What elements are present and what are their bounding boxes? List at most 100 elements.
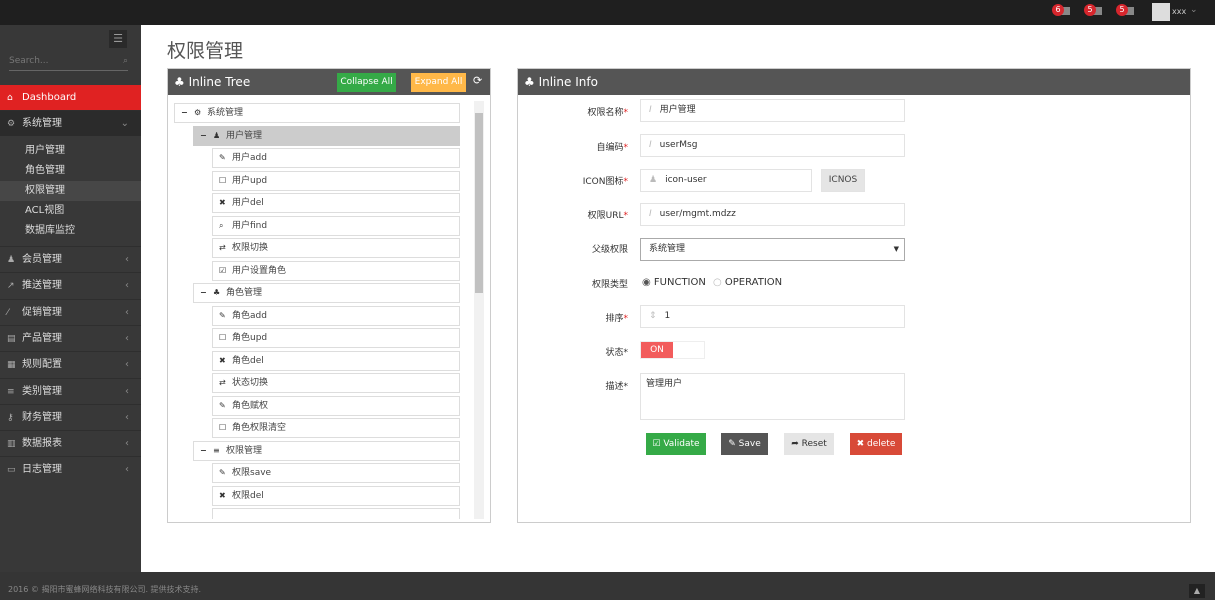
tree-node[interactable] <box>212 508 460 519</box>
sidebar-item[interactable]: ↗ 推送管理 ‹ <box>0 272 141 298</box>
magic-icon: ⁄ <box>7 307 9 318</box>
collapse-icon[interactable]: − <box>200 288 207 297</box>
key-icon: ⚷ <box>7 412 14 423</box>
tree-node[interactable]: ✎ 用户add <box>212 148 460 168</box>
sidebar-item[interactable]: ▤ 产品管理 ‹ <box>0 324 141 351</box>
tree-node[interactable]: ⇄ 状态切换 <box>212 373 460 393</box>
chevron-left-icon: ‹ <box>125 332 129 344</box>
sidebar-subitem[interactable]: 数据库监控 <box>25 225 75 236</box>
sidebar-item-dashboard[interactable]: ⌂ Dashboard <box>0 85 141 111</box>
collapse-icon[interactable]: − <box>200 445 207 455</box>
tree-node[interactable]: ☐ 用户upd <box>212 170 460 191</box>
bell-icon[interactable] <box>1060 7 1070 15</box>
menu-toggle-icon[interactable]: ☰ <box>109 30 127 48</box>
tree-node[interactable]: − ⚙ 系统管理 <box>174 103 460 123</box>
avatar[interactable] <box>1152 3 1170 21</box>
parent-select[interactable]: 系统管理 ▼ <box>640 238 905 261</box>
tree-node[interactable]: ✎ 权限save <box>212 463 460 483</box>
reset-button[interactable]: ➦ Reset <box>784 433 834 455</box>
tasks-badge[interactable]: 5 <box>1116 4 1128 16</box>
icon-input[interactable]: ♟ icon-user <box>640 169 812 192</box>
chevron-down-icon[interactable]: ⌄ <box>1190 5 1198 15</box>
tree-node[interactable]: ✎ 角色赋权 <box>212 395 460 416</box>
search-icon: ⌕ <box>219 220 224 230</box>
text-cursor-icon: I <box>649 209 652 219</box>
status-toggle[interactable]: ON <box>640 341 705 359</box>
tree-node[interactable]: ☐ 角色权限清空 <box>212 418 460 438</box>
save-button[interactable]: ✎ Save <box>721 433 768 455</box>
search-input[interactable]: Search... ⌕ <box>9 52 128 71</box>
tree-node[interactable]: − ≡ 权限管理 <box>193 440 460 461</box>
tasks-icon[interactable] <box>1124 7 1134 15</box>
validate-button[interactable]: ☑ Validate <box>646 433 706 455</box>
chart-icon: ▥ <box>7 439 16 450</box>
collapse-icon[interactable]: − <box>181 108 188 117</box>
chevron-left-icon: ‹ <box>125 464 129 476</box>
inbox-badge[interactable]: 5 <box>1084 4 1096 16</box>
order-stepper[interactable]: ⇕ 1 <box>640 305 905 328</box>
envelope-icon[interactable] <box>1092 7 1102 15</box>
pencil-icon: ✎ <box>219 153 226 162</box>
name-input[interactable]: I 用户管理 <box>640 99 905 122</box>
refresh-icon[interactable]: ⟳ <box>473 74 483 87</box>
checkbox-empty-icon: ☐ <box>219 423 227 432</box>
tree-node[interactable]: ⌕ 用户find <box>212 215 460 236</box>
remove-icon: ✖ <box>219 490 226 500</box>
tree-node[interactable]: ✖ 角色del <box>212 350 460 371</box>
top-bar: 6 5 5 xxx ⌄ <box>0 0 1215 25</box>
code-label: 自编码* <box>596 143 628 153</box>
sidebar-item-system[interactable]: ⚙ 系统管理 ⌄ <box>0 110 141 136</box>
remove-icon: ✖ <box>219 355 226 365</box>
sidebar-item[interactable]: ⁄ 促销管理 ‹ <box>0 298 141 325</box>
sidebar-subitem[interactable]: ACL视图 <box>25 205 65 216</box>
text-cursor-icon: I <box>649 140 652 150</box>
sidebar-item[interactable]: ▭ 日志管理 ‹ <box>0 456 141 482</box>
reorder-icon: ≡ <box>7 386 15 397</box>
edit-icon: ☐ <box>219 333 227 342</box>
scroll-top-icon[interactable]: ▲ <box>1189 584 1205 598</box>
share-icon: ➦ <box>791 439 802 449</box>
sitemap-icon: ♣ <box>213 288 221 297</box>
list-alt-icon: ▦ <box>7 360 16 371</box>
expand-all-button[interactable]: Expand All <box>411 73 466 92</box>
tree-node[interactable]: ✎ 角色add <box>212 305 460 326</box>
tree-node[interactable]: − ♟ 用户管理 <box>193 125 460 146</box>
collapse-icon[interactable]: − <box>200 130 207 140</box>
tree-node[interactable]: ✖ 用户del <box>212 193 460 213</box>
user-name[interactable]: xxx <box>1172 7 1187 16</box>
tree-node[interactable]: ⇄ 权限切换 <box>212 238 460 258</box>
pencil-icon: ✎ <box>219 310 226 320</box>
tree-node[interactable]: ✖ 权限del <box>212 485 460 506</box>
reorder-icon: ≡ <box>213 445 220 455</box>
icons-button[interactable]: ICNOS <box>821 169 865 192</box>
notification-badge[interactable]: 6 <box>1052 4 1064 16</box>
chevron-left-icon: ‹ <box>125 385 129 397</box>
sidebar-subitem[interactable]: 权限管理 <box>0 181 141 201</box>
delete-button[interactable]: ✖ delete <box>850 433 902 455</box>
page-title: 权限管理 <box>167 40 244 62</box>
collapse-all-button[interactable]: Collapse All <box>337 73 396 92</box>
sidebar-item[interactable]: ⚷ 财务管理 ‹ <box>0 403 141 430</box>
search-icon[interactable]: ⌕ <box>122 56 128 66</box>
tree-node[interactable]: ☑ 用户设置角色 <box>212 260 460 281</box>
tree-node[interactable]: ☐ 角色upd <box>212 328 460 348</box>
sidebar-item[interactable]: ▥ 数据报表 ‹ <box>0 430 141 456</box>
sidebar-item[interactable]: ♟ 会员管理 ‹ <box>0 246 141 272</box>
sidebar-subitem[interactable]: 角色管理 <box>25 165 65 176</box>
tree-node[interactable]: − ♣ 角色管理 <box>193 283 460 303</box>
radio-operation[interactable]: ○ OPERATION <box>713 277 783 288</box>
desc-textarea[interactable]: 管理用户 <box>640 373 905 420</box>
user-icon: ♟ <box>213 130 221 140</box>
cogs-icon: ⚙ <box>194 108 202 117</box>
tree-scrollbar[interactable] <box>474 101 484 519</box>
desc-label: 描述* <box>605 382 628 392</box>
sidebar-item[interactable]: ≡ 类别管理 ‹ <box>0 377 141 404</box>
icon-label: ICON图标* <box>582 177 628 187</box>
pencil-icon: ✎ <box>219 400 226 410</box>
type-label: 权限类型 <box>591 280 628 290</box>
sidebar-item[interactable]: ▦ 规则配置 ‹ <box>0 351 141 377</box>
sidebar-subitem[interactable]: 用户管理 <box>25 145 65 156</box>
radio-function[interactable]: ◉ FUNCTION <box>642 277 706 288</box>
